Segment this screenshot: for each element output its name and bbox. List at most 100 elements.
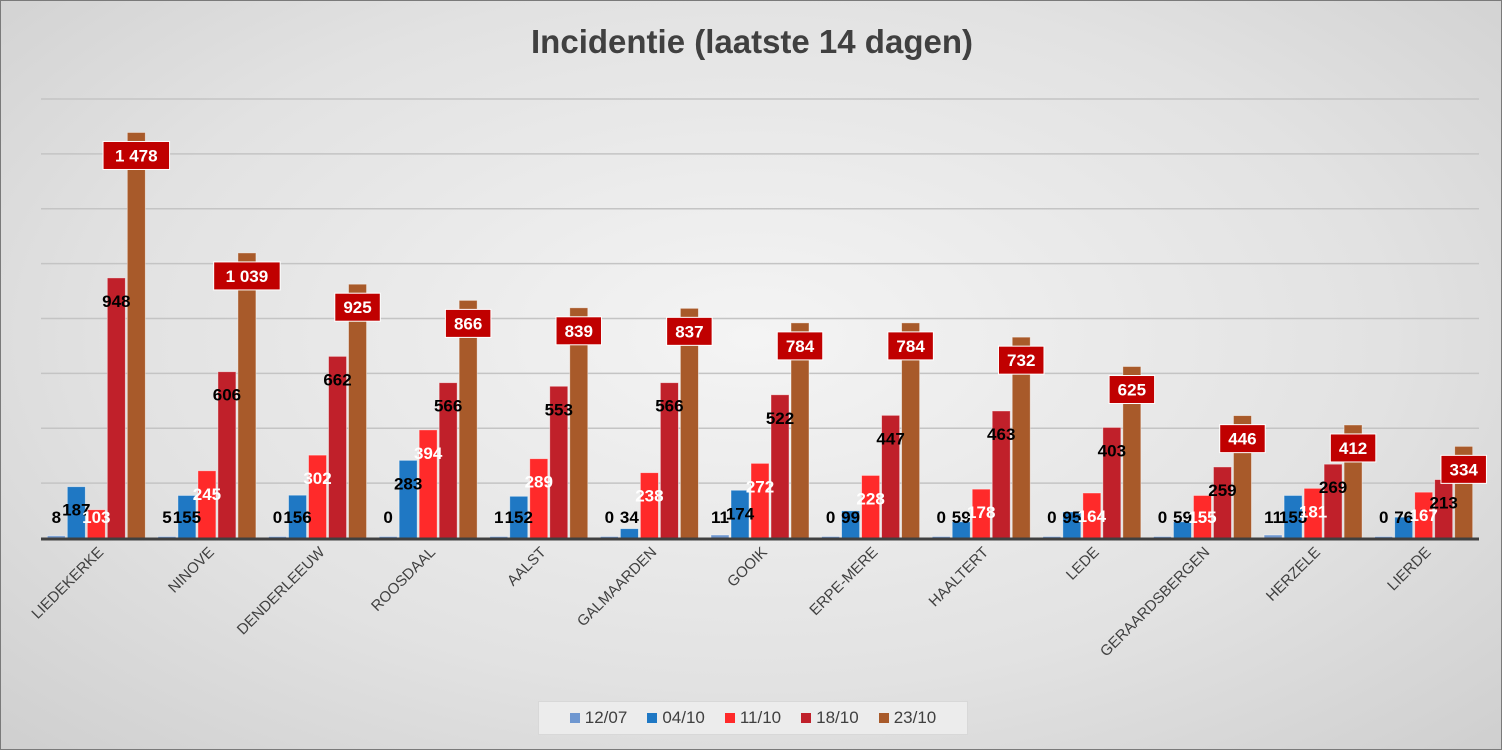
- bar: [750, 462, 770, 539]
- data-label: 0: [936, 508, 945, 527]
- data-label-box: [334, 292, 381, 322]
- data-label: 213: [1430, 494, 1458, 513]
- data-label: 155: [173, 508, 201, 527]
- data-label: 11: [711, 508, 729, 527]
- legend: 12/07 04/10 11/10 18/10 23/10: [538, 701, 968, 735]
- bar: [1323, 463, 1343, 539]
- data-label-box: [666, 316, 713, 346]
- data-label: 566: [434, 397, 462, 416]
- data-label: 866: [454, 314, 482, 333]
- data-label: 152: [505, 508, 533, 527]
- legend-item: 11/10: [724, 708, 782, 728]
- data-label: 155: [1188, 508, 1216, 527]
- data-label: 178: [967, 503, 995, 522]
- data-label: 447: [876, 429, 904, 448]
- legend-swatch: [801, 713, 812, 723]
- bar: [398, 459, 418, 539]
- data-label: 784: [896, 337, 925, 356]
- data-label: 289: [525, 473, 553, 492]
- data-label: 181: [1299, 502, 1327, 521]
- category-label: LEDE: [1063, 544, 1103, 584]
- data-label: 259: [1208, 481, 1236, 500]
- data-label: 99: [841, 508, 860, 527]
- data-label: 0: [1379, 508, 1388, 527]
- data-label: 187: [62, 501, 90, 520]
- category-label: GERAARDSBERGEN: [1097, 544, 1213, 660]
- data-label: 59: [952, 508, 971, 527]
- legend-item: 23/10: [878, 708, 937, 728]
- data-label: 0: [826, 508, 835, 527]
- legend-label: 18/10: [816, 708, 859, 727]
- bar: [348, 283, 367, 539]
- category-label: LIERDE: [1384, 544, 1434, 594]
- data-label: 11: [1264, 508, 1282, 527]
- chart-title: Incidentie (laatste 14 dagen): [531, 23, 973, 60]
- data-label: 839: [565, 322, 593, 341]
- data-label-box: [1108, 375, 1156, 405]
- legend-item: 18/10: [801, 708, 859, 728]
- data-label: 334: [1450, 460, 1479, 479]
- legend-label: 23/10: [893, 708, 937, 727]
- data-label: 156: [283, 508, 311, 527]
- bar: [197, 470, 217, 539]
- category-label: HERZELE: [1263, 544, 1324, 605]
- data-label-box: [555, 316, 603, 346]
- legend-swatch: [647, 713, 658, 723]
- data-label: 8: [52, 508, 61, 527]
- data-label: 394: [414, 444, 443, 463]
- data-label: 5: [162, 508, 171, 527]
- data-label: 0: [383, 508, 392, 527]
- legend-item: 12/07: [569, 708, 628, 728]
- category-label: GALMAARDEN: [574, 544, 660, 630]
- data-label: 1: [494, 508, 503, 527]
- data-label-box: [997, 345, 1045, 375]
- data-label: 463: [987, 425, 1015, 444]
- category-label: ERPE-MERE: [806, 544, 881, 619]
- data-label-box: [776, 331, 824, 361]
- data-label: 59: [1173, 508, 1192, 527]
- data-label: 625: [1118, 381, 1146, 400]
- data-label: 606: [213, 386, 241, 405]
- data-label: 0: [605, 508, 614, 527]
- bar: [126, 132, 146, 539]
- legend-swatch: [878, 713, 889, 723]
- data-label: 245: [193, 485, 221, 504]
- data-label: 925: [343, 298, 371, 317]
- legend-swatch: [569, 713, 580, 723]
- data-label: 174: [726, 504, 755, 523]
- data-label: 34: [620, 508, 639, 527]
- data-label-box: [444, 308, 492, 338]
- data-label: 0: [273, 508, 282, 527]
- data-label: 283: [394, 474, 422, 493]
- category-label: HAALTERT: [926, 544, 992, 610]
- data-label: 302: [303, 469, 331, 488]
- data-label: 948: [102, 292, 130, 311]
- data-label: 784: [786, 337, 815, 356]
- data-label: 155: [1279, 508, 1307, 527]
- data-label: 0: [1158, 508, 1167, 527]
- data-label: 837: [675, 322, 703, 341]
- data-label-box: [213, 261, 281, 291]
- data-label: 228: [856, 489, 884, 508]
- data-label: 412: [1339, 439, 1367, 458]
- data-label: 269: [1319, 478, 1347, 497]
- category-label: ROOSDAAL: [368, 544, 439, 615]
- data-label: 662: [323, 370, 351, 389]
- legend-label: 11/10: [739, 708, 782, 727]
- bar: [619, 528, 639, 539]
- bar: [106, 277, 126, 539]
- data-label: 76: [1394, 508, 1413, 527]
- data-label: 446: [1228, 430, 1256, 449]
- data-label: 95: [1062, 508, 1081, 527]
- legend-label: 12/07: [584, 708, 628, 727]
- category-label: GOOIK: [724, 544, 771, 591]
- data-label-box: [1440, 454, 1487, 484]
- data-label: 238: [635, 487, 663, 506]
- data-label-box: [1329, 433, 1377, 463]
- data-label-box: [1219, 424, 1266, 454]
- data-label: 553: [545, 400, 573, 419]
- data-label: 522: [766, 409, 794, 428]
- legend-item: 04/10: [647, 708, 705, 728]
